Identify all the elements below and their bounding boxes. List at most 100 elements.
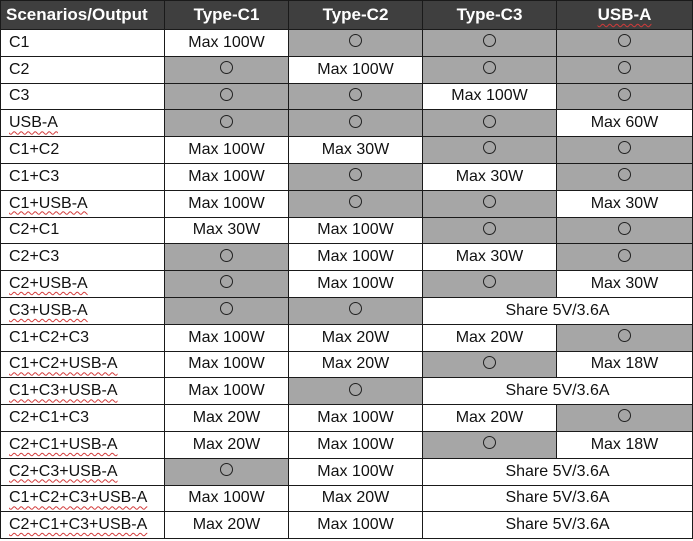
output-value: Max 20W bbox=[321, 328, 390, 346]
output-value: Max 100W bbox=[188, 489, 265, 507]
not-used-cell bbox=[422, 350, 557, 379]
output-value: Max 100W bbox=[317, 221, 394, 239]
circle-icon bbox=[618, 60, 631, 74]
not-used-cell bbox=[422, 29, 557, 57]
circle-icon bbox=[220, 114, 233, 128]
scenario-label: USB-A bbox=[9, 114, 58, 132]
scenario-label: C1+C2+C3 bbox=[9, 328, 90, 346]
output-cell: Max 100W bbox=[288, 404, 423, 432]
table-row: C2+C3+USB-A Max 100W Share 5V/3.6A bbox=[0, 457, 693, 486]
output-cell: Max 30W bbox=[288, 136, 423, 164]
circle-icon bbox=[220, 248, 233, 262]
scenario-label: C2+C3+USB-A bbox=[9, 462, 118, 480]
output-value: Share 5V/3.6A bbox=[505, 301, 610, 319]
output-value: Max 100W bbox=[188, 141, 265, 159]
output-cell: Max 100W bbox=[288, 430, 423, 459]
not-used-cell bbox=[164, 109, 289, 138]
not-used-cell bbox=[164, 457, 289, 486]
output-value: Max 18W bbox=[590, 355, 659, 373]
table-row: C1+C3 Max 100W Max 30W bbox=[0, 162, 693, 191]
scenario-label: C3 bbox=[9, 87, 30, 105]
circle-icon bbox=[349, 114, 362, 128]
circle-icon bbox=[618, 328, 631, 342]
output-value: Max 30W bbox=[321, 141, 390, 159]
output-value: Max 20W bbox=[321, 355, 390, 373]
table-header: Scenarios/Output Type-C1 Type-C2 Type-C3… bbox=[0, 0, 693, 30]
not-used-cell bbox=[422, 189, 557, 218]
shared-output-cell: Share 5V/3.6A bbox=[422, 296, 693, 325]
scenario-label: C1+USB-A bbox=[9, 194, 88, 212]
not-used-cell bbox=[164, 270, 289, 298]
circle-icon bbox=[483, 194, 496, 208]
table-row: C2+C1+C3 Max 20W Max 100W Max 20W bbox=[0, 404, 693, 432]
output-value: Max 100W bbox=[188, 194, 265, 212]
output-cell: Max 20W bbox=[164, 430, 289, 459]
not-used-cell bbox=[288, 377, 423, 406]
scenario-label: C2+USB-A bbox=[9, 275, 88, 293]
table-body: C1 Max 100W C2 Max 100W C3 Max 100W USB-A Max 6… bbox=[0, 29, 693, 540]
not-used-cell bbox=[288, 189, 423, 218]
output-cell: Max 100W bbox=[164, 162, 289, 191]
scenario-cell: C1+C3 bbox=[0, 162, 165, 191]
table-row: C3 Max 100W bbox=[0, 82, 693, 111]
table-row: C2+C3 Max 100W Max 30W bbox=[0, 243, 693, 272]
output-cell: Max 20W bbox=[422, 323, 557, 352]
scenario-cell: C2 bbox=[0, 55, 165, 84]
output-value: Max 20W bbox=[455, 409, 524, 427]
output-value: Max 20W bbox=[192, 516, 261, 534]
scenario-cell: C2+C3 bbox=[0, 243, 165, 272]
circle-icon bbox=[483, 114, 496, 128]
output-cell: Max 100W bbox=[288, 243, 423, 272]
not-used-cell bbox=[556, 323, 693, 352]
output-cell: Max 100W bbox=[164, 350, 289, 379]
table-row: USB-A Max 60W bbox=[0, 109, 693, 138]
circle-icon bbox=[483, 275, 496, 289]
output-value: Share 5V/3.6A bbox=[505, 462, 610, 480]
scenario-cell: C1+C2+C3+USB-A bbox=[0, 484, 165, 513]
output-value: Max 20W bbox=[321, 489, 390, 507]
output-cell: Max 100W bbox=[422, 82, 557, 111]
output-cell: Max 18W bbox=[556, 350, 693, 379]
not-used-cell bbox=[422, 270, 557, 298]
output-value: Max 100W bbox=[188, 328, 265, 346]
circle-icon bbox=[618, 87, 631, 101]
table-row: C2+C1+C3+USB-A Max 20W Max 100W Share 5V/3.… bbox=[0, 511, 693, 540]
shared-output-cell: Share 5V/3.6A bbox=[422, 484, 693, 513]
output-value: Share 5V/3.6A bbox=[505, 516, 610, 534]
scenario-label: C1 bbox=[9, 33, 30, 51]
output-cell: Max 100W bbox=[288, 511, 423, 540]
not-used-cell bbox=[288, 162, 423, 191]
scenario-label: C2+C1+USB-A bbox=[9, 435, 118, 453]
output-cell: Max 100W bbox=[164, 377, 289, 406]
table-row: C1+C2+C3+USB-A Max 100W Max 20W Share 5V/3.… bbox=[0, 484, 693, 513]
output-value: Max 18W bbox=[590, 435, 659, 453]
header-usb-a: USB-A bbox=[556, 0, 693, 30]
scenario-cell: C1+C3+USB-A bbox=[0, 377, 165, 406]
output-cell: Max 100W bbox=[288, 457, 423, 486]
scenario-cell: C2+C3+USB-A bbox=[0, 457, 165, 486]
not-used-cell bbox=[556, 136, 693, 164]
output-value: Max 100W bbox=[451, 87, 528, 105]
not-used-cell bbox=[556, 82, 693, 111]
table-row: C3+USB-A Share 5V/3.6A bbox=[0, 296, 693, 325]
output-value: Max 100W bbox=[317, 60, 394, 78]
header-type-c3: Type-C3 bbox=[422, 0, 557, 30]
circle-icon bbox=[349, 382, 362, 396]
not-used-cell bbox=[422, 55, 557, 84]
output-cell: Max 100W bbox=[164, 484, 289, 513]
output-value: Share 5V/3.6A bbox=[505, 489, 610, 507]
scenario-label: C1+C3 bbox=[9, 167, 60, 185]
shared-output-cell: Share 5V/3.6A bbox=[422, 511, 693, 540]
circle-icon bbox=[618, 248, 631, 262]
circle-icon bbox=[220, 60, 233, 74]
scenario-label: C2+C1+C3 bbox=[9, 409, 90, 427]
output-cell: Max 30W bbox=[422, 243, 557, 272]
output-value: Max 100W bbox=[188, 355, 265, 373]
output-value: Max 20W bbox=[455, 328, 524, 346]
output-cell: Max 30W bbox=[422, 162, 557, 191]
output-cell: Max 100W bbox=[164, 189, 289, 218]
output-cell: Max 100W bbox=[288, 216, 423, 245]
circle-icon bbox=[220, 87, 233, 101]
not-used-cell bbox=[288, 296, 423, 325]
not-used-cell bbox=[556, 243, 693, 272]
